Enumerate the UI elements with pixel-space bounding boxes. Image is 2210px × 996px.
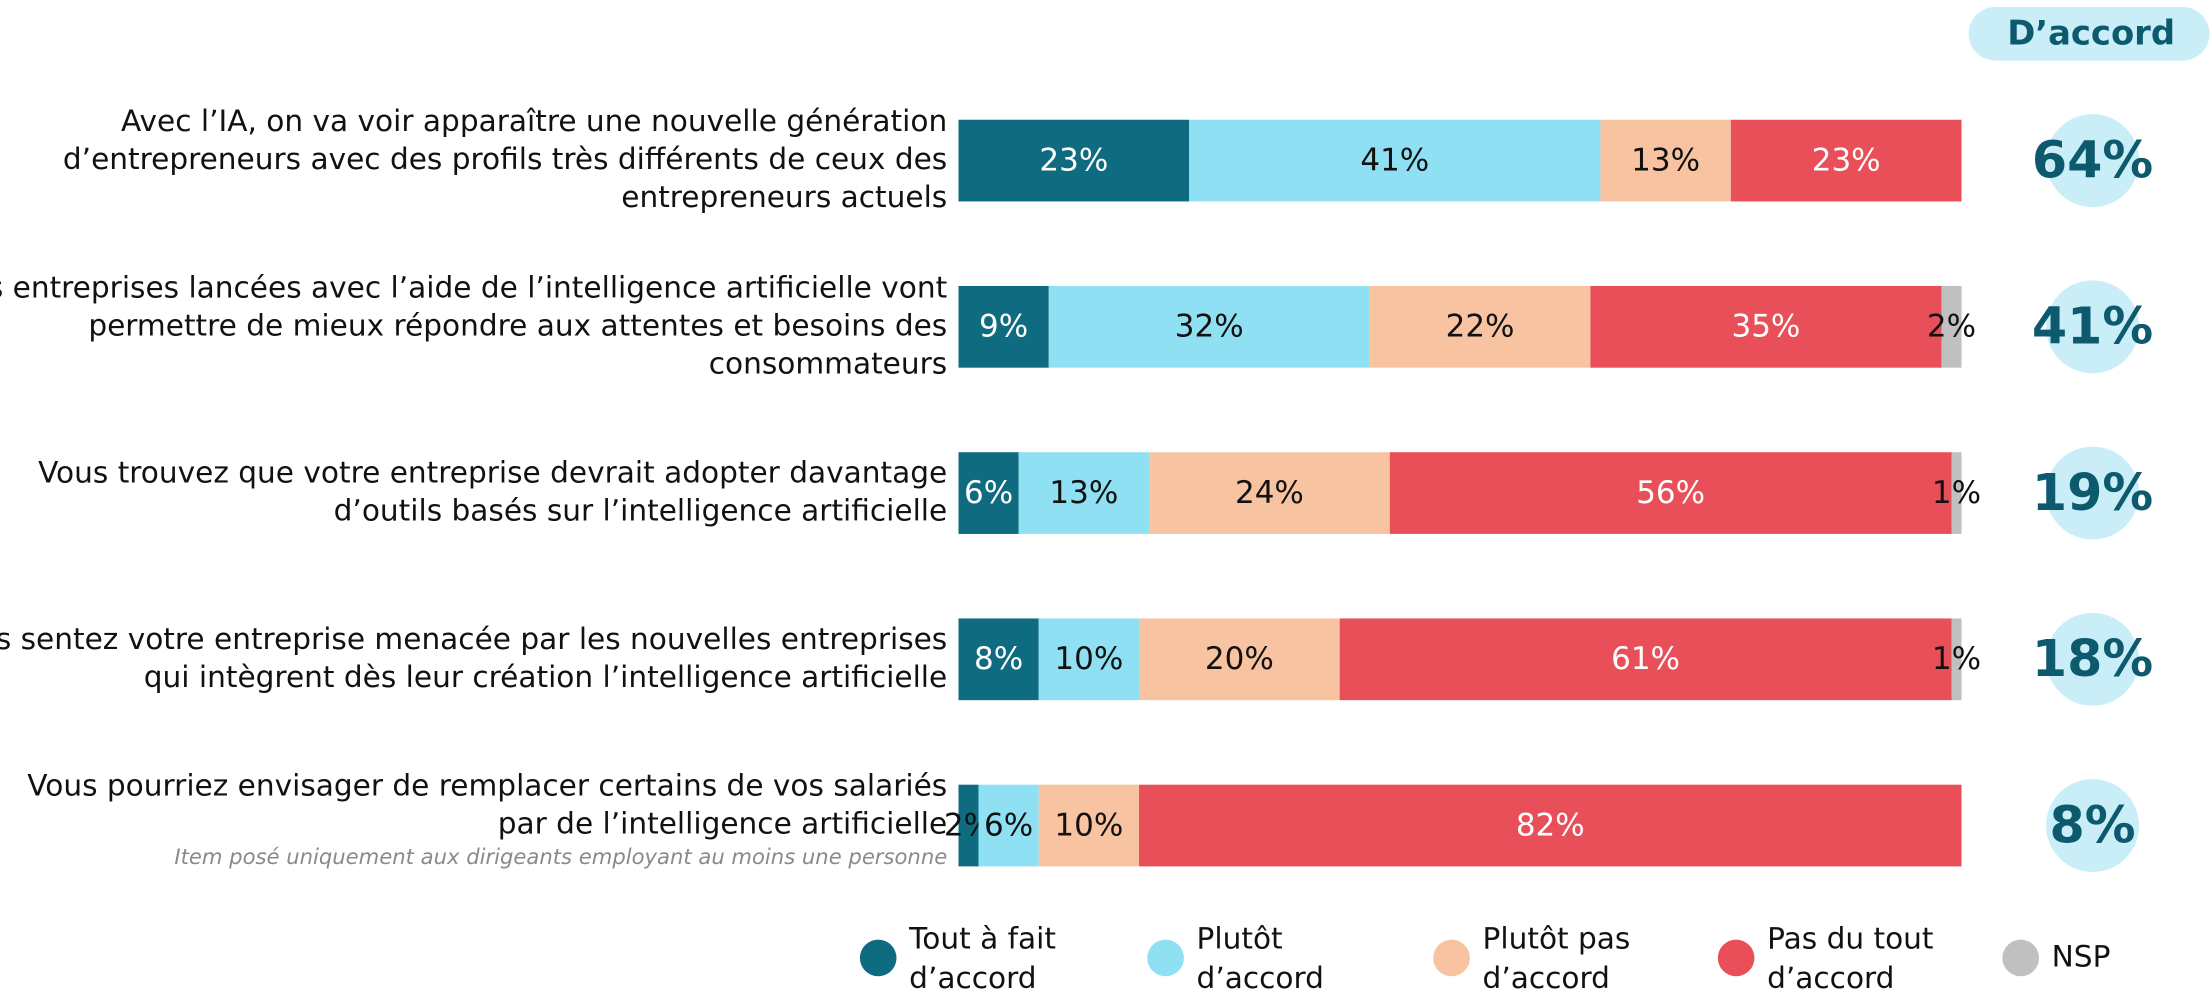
agree-label: 41% (2032, 297, 2153, 356)
bar-segment (1590, 285, 1942, 368)
legend-label: NSP (2052, 939, 2111, 973)
legend-label: Pas du tout d’accord (1767, 921, 1933, 994)
value-label: 1% (1932, 475, 1981, 511)
category-label: consommateurs (709, 346, 947, 380)
bar-segment (1189, 119, 1601, 202)
bar-segment (1730, 119, 1962, 202)
bar-segment (1018, 452, 1150, 534)
value-label: 22% (1446, 309, 1515, 345)
agree-label: 8% (2050, 795, 2136, 854)
legend-label: Plutôt pas d’accord (1483, 921, 1631, 994)
category-label: qui intègrent dès leur création l’intell… (144, 660, 947, 694)
category-label: d’outils basés sur l’intelligence artifi… (334, 494, 948, 528)
category-label: Vous pourriez envisager de remplacer cer… (27, 768, 947, 802)
value-label: 56% (1636, 475, 1705, 511)
value-label: 82% (1516, 807, 1585, 843)
value-label: 61% (1611, 641, 1680, 677)
agree-label: 18% (2032, 629, 2153, 688)
category-label: par de l’intelligence artificielle (498, 806, 947, 840)
bar-segment (1951, 452, 1962, 534)
value-label: 13% (1049, 475, 1118, 511)
value-label: 35% (1732, 309, 1801, 345)
category-label: entrepreneurs actuels (621, 180, 947, 214)
header-pill (1968, 7, 2210, 61)
bar-segment (958, 784, 979, 867)
value-label: 6% (964, 475, 1013, 511)
value-label: 6% (984, 807, 1033, 843)
agree-circle (2046, 280, 2140, 374)
bar-segment (958, 285, 1049, 368)
value-label: 2% (1927, 309, 1976, 345)
category-label: d’entrepreneurs avec des profils très di… (63, 142, 947, 176)
bar-segment (958, 452, 1019, 534)
value-label: 10% (1054, 807, 1123, 843)
value-label: 24% (1235, 475, 1304, 511)
bar-segment (1941, 285, 1962, 368)
bar-segment (1149, 452, 1390, 534)
bar-segment (1951, 618, 1962, 701)
value-label: 9% (979, 309, 1028, 345)
legend-label: Plutôt d’accord (1197, 921, 1324, 994)
value-label: 41% (1360, 143, 1429, 179)
agree-label: 19% (2032, 463, 2153, 522)
agree-label: 64% (2032, 130, 2153, 189)
bar-segment (958, 119, 1190, 202)
agree-circle (2046, 612, 2140, 706)
header: D’accord (2007, 14, 2175, 53)
bar-segment (1389, 452, 1952, 534)
note: Item posé uniquement aux dirigeants empl… (174, 844, 947, 869)
category-label: Avec l’IA, on va voir apparaître une nou… (121, 104, 947, 138)
agree-circle (2046, 779, 2140, 873)
bar-segment (1048, 285, 1370, 368)
bar-segment (1339, 618, 1952, 701)
bar-segment (1038, 784, 1140, 867)
legend-swatch (2002, 939, 2040, 977)
value-label: 10% (1054, 641, 1123, 677)
legend-swatch (859, 939, 897, 977)
value-label: 32% (1175, 309, 1244, 345)
value-label: 23% (1039, 143, 1108, 179)
value-label: 23% (1812, 143, 1881, 179)
bar-segment (1600, 119, 1731, 202)
value-label: 8% (974, 641, 1023, 677)
legend-swatch (1433, 939, 1470, 977)
bar-segment (958, 618, 1039, 701)
category-label: Les entreprises lancées avec l’aide de l… (0, 270, 947, 304)
value-label: 13% (1631, 143, 1700, 179)
legend-swatch (1147, 939, 1184, 977)
bar-segment (1369, 285, 1591, 368)
category-label: Vous trouvez que votre entreprise devrai… (38, 456, 947, 490)
bar-segment (1139, 618, 1340, 701)
legend-swatch (1717, 939, 1755, 977)
bar-segment (1038, 618, 1140, 701)
agree-circle (2046, 446, 2140, 540)
category-label: permettre de mieux répondre aux attentes… (88, 308, 947, 342)
value-label: 1% (1932, 641, 1981, 677)
agree-circle (2046, 114, 2140, 208)
legend-label: Tout à fait d’accord (908, 921, 1056, 994)
bar-segment (978, 784, 1039, 867)
bar-segment (1139, 784, 1962, 867)
category-label: Vous sentez votre entreprise menacée par… (0, 622, 947, 656)
value-label: 20% (1205, 641, 1274, 677)
